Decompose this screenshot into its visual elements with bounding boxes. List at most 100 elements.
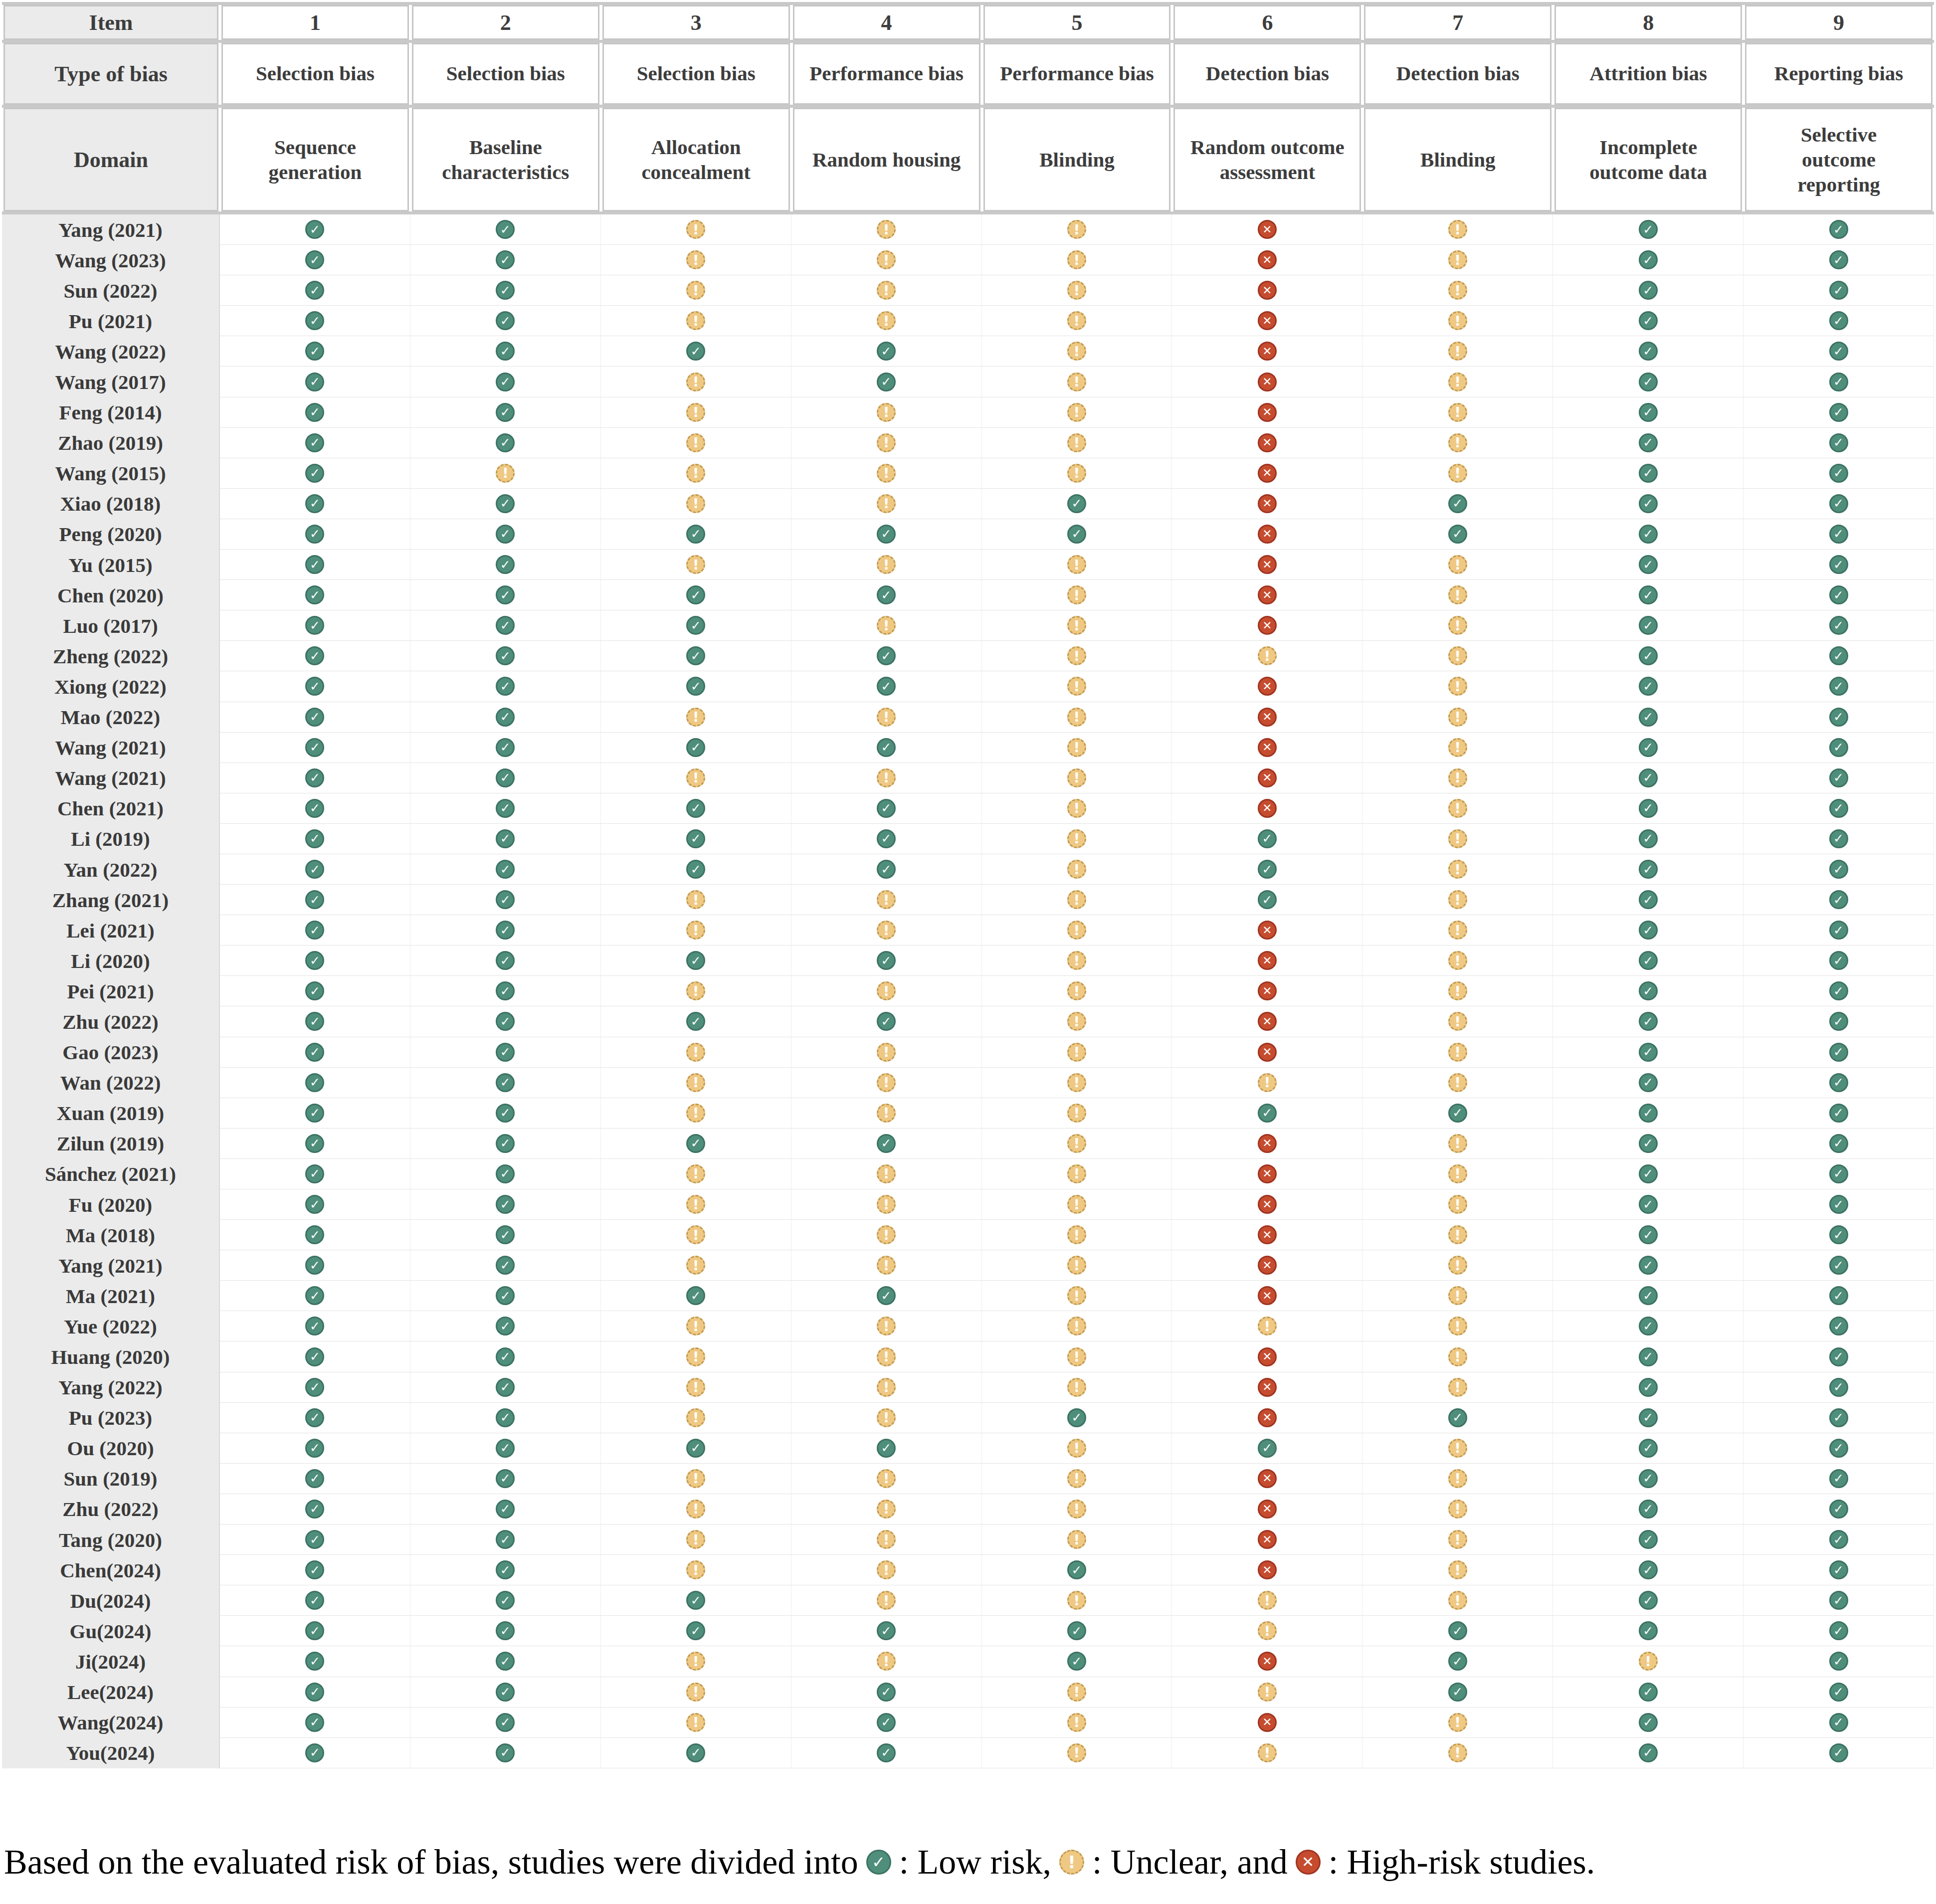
low-risk-icon: ✓ [1829, 799, 1848, 818]
low-risk-icon: ✓ [1829, 1256, 1848, 1275]
high-risk-icon: ✕ [1258, 433, 1277, 452]
rating-cell: ✓ [1553, 1250, 1743, 1281]
unclear-risk-icon: ! [1448, 921, 1467, 940]
unclear-risk-icon: ! [1067, 585, 1086, 604]
unclear-risk-icon: ! [686, 311, 705, 330]
rating-cell: ✓ [1553, 1220, 1743, 1250]
low-risk-icon: ✓ [877, 860, 896, 879]
rating-cell: ! [791, 489, 982, 519]
unclear-risk-icon: ! [877, 1560, 896, 1579]
low-risk-icon: ✓ [1639, 860, 1658, 879]
unclear-risk-icon: ! [686, 1560, 705, 1579]
rating-cell: ✓ [1172, 1098, 1362, 1129]
rating-cell: ✓ [791, 519, 982, 550]
unclear-risk-icon: ! [1448, 616, 1467, 635]
low-risk-icon: ✓ [305, 1195, 324, 1214]
bias-type-header: Selection bias [412, 43, 599, 105]
rating-cell: ! [601, 214, 791, 245]
low-risk-icon: ✓ [305, 738, 324, 757]
low-risk-icon: ✓ [1829, 1317, 1848, 1335]
unclear-risk-icon: ! [1258, 1743, 1277, 1762]
unclear-risk-icon: ! [877, 250, 896, 269]
low-risk-icon: ✓ [496, 1439, 515, 1458]
rating-cell: ! [982, 306, 1172, 336]
rating-cell: ! [1172, 1677, 1362, 1708]
low-risk-icon: ✓ [496, 1195, 515, 1214]
rating-cell: ! [1172, 1311, 1362, 1341]
low-risk-icon: ✓ [1829, 1500, 1848, 1519]
unclear-risk-icon: ! [1067, 1073, 1086, 1092]
study-label: Xiao (2018) [2, 489, 220, 519]
low-risk-icon: ✓ [1639, 1713, 1658, 1732]
unclear-risk-icon: ! [877, 768, 896, 787]
legend-low-label: : Low risk, [899, 1842, 1051, 1882]
rating-cell: ✓ [1553, 1341, 1743, 1372]
low-risk-icon: ✓ [1829, 1408, 1848, 1427]
rating-cell: ! [1362, 245, 1553, 275]
rating-cell: ! [1172, 1616, 1362, 1646]
rating-cell: ! [1362, 1494, 1553, 1524]
unclear-risk-icon: ! [1067, 1104, 1086, 1123]
high-risk-icon: ✕ [1258, 311, 1277, 330]
rating-cell: ✓ [410, 793, 601, 824]
rating-cell: ✓ [220, 824, 410, 854]
high-risk-icon: ✕ [1258, 768, 1277, 787]
rating-cell: ! [791, 702, 982, 733]
rating-cell: ✓ [1553, 1403, 1743, 1433]
rating-cell: ✓ [791, 1281, 982, 1311]
rating-cell: ✓ [410, 1372, 601, 1403]
unclear-risk-icon: ! [1258, 1621, 1277, 1640]
rating-cell: ✓ [1553, 946, 1743, 976]
rating-cell: ! [1362, 580, 1553, 610]
rating-cell: ! [982, 1037, 1172, 1068]
rating-cell: ✓ [1553, 1585, 1743, 1616]
rating-cell: ✕ [1172, 397, 1362, 428]
rating-cell: ✕ [1172, 1494, 1362, 1524]
unclear-risk-icon: ! [877, 1469, 896, 1488]
low-risk-icon: ✓ [1639, 1743, 1658, 1762]
rating-cell: ! [982, 1189, 1172, 1220]
rating-cell: ✓ [220, 1341, 410, 1372]
corner-type-header: Type of bias [3, 43, 218, 105]
low-risk-icon: ✓ [496, 646, 515, 665]
unclear-risk-icon: ! [877, 464, 896, 483]
low-risk-icon: ✓ [305, 677, 324, 696]
rating-cell: ✓ [1743, 306, 1934, 336]
unclear-risk-icon: ! [1067, 1530, 1086, 1549]
low-risk-icon: ✓ [1639, 1378, 1658, 1397]
unclear-risk-icon: ! [1067, 951, 1086, 970]
unclear-risk-icon: ! [686, 1317, 705, 1335]
rating-cell: ✓ [410, 1068, 601, 1098]
rating-cell: ✓ [410, 1464, 601, 1494]
unclear-risk-icon: ! [686, 708, 705, 727]
bias-type-header: Reporting bias [1745, 43, 1933, 105]
rating-cell: ✓ [1553, 1616, 1743, 1646]
rating-cell: ✕ [1172, 1646, 1362, 1677]
rating-cell: ✓ [601, 641, 791, 671]
rating-cell: ✕ [1172, 976, 1362, 1006]
bias-domain-header: Selective outcome reporting [1745, 108, 1933, 211]
rating-cell: ✓ [791, 1616, 982, 1646]
low-risk-icon: ✓ [496, 1408, 515, 1427]
low-risk-icon: ✓ [1639, 403, 1658, 422]
unclear-risk-icon: ! [1448, 860, 1467, 879]
rating-cell: ! [791, 1464, 982, 1494]
study-label: Wang (2023) [2, 245, 220, 275]
rating-cell: ! [1553, 1646, 1743, 1677]
low-risk-icon: ✓ [1639, 1408, 1658, 1427]
rating-cell: ! [982, 733, 1172, 763]
rating-cell: ✓ [220, 1494, 410, 1524]
low-risk-icon: ✓ [1067, 494, 1086, 513]
rating-cell: ✕ [1172, 1129, 1362, 1159]
unclear-risk-icon: ! [686, 1073, 705, 1092]
high-risk-icon: ✕ [1258, 708, 1277, 727]
low-risk-icon: ✓ [1639, 951, 1658, 970]
study-label: Wang (2021) [2, 763, 220, 793]
rating-cell: ✕ [1172, 367, 1362, 397]
unclear-risk-icon: ! [877, 1164, 896, 1183]
rating-cell: ✕ [1172, 1341, 1362, 1372]
rating-cell: ✓ [601, 610, 791, 641]
rating-cell: ✓ [220, 1281, 410, 1311]
unclear-risk-icon: ! [686, 1225, 705, 1244]
rating-cell: ✓ [220, 1738, 410, 1768]
